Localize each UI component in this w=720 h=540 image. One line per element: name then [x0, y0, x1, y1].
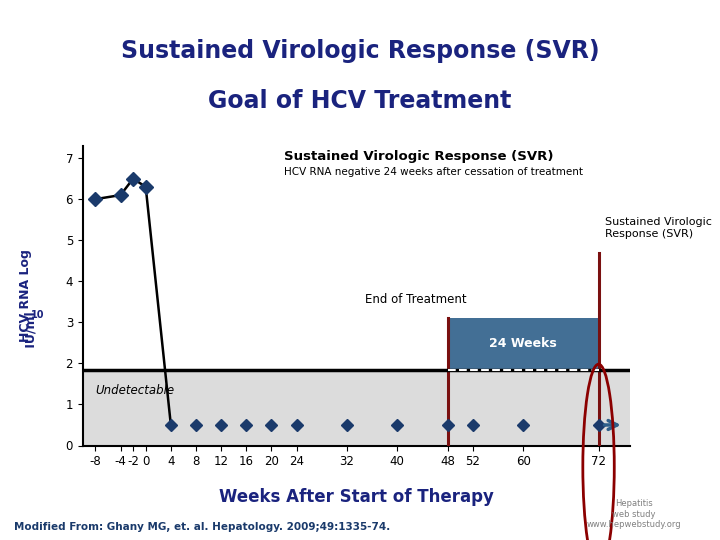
Text: End of Treatment: End of Treatment: [365, 293, 467, 306]
Text: Modified From: Ghany MG, et. al. Hepatology. 2009;49:1335-74.: Modified From: Ghany MG, et. al. Hepatol…: [14, 522, 391, 532]
Text: Goal of HCV Treatment: Goal of HCV Treatment: [208, 89, 512, 112]
Text: Sustained Virologic Response (SVR): Sustained Virologic Response (SVR): [121, 39, 599, 63]
Text: Sustained Virologic
Response (SVR): Sustained Virologic Response (SVR): [605, 217, 711, 239]
Text: 24 Weeks: 24 Weeks: [489, 338, 557, 350]
Text: HCV RNA negative 24 weeks after cessation of treatment: HCV RNA negative 24 weeks after cessatio…: [284, 167, 583, 178]
Text: Hepatitis
web study
www.hepwebstudy.org: Hepatitis web study www.hepwebstudy.org: [586, 500, 681, 529]
Text: Undetectable: Undetectable: [95, 383, 174, 396]
Text: 10: 10: [31, 310, 45, 320]
Text: IU/ml: IU/ml: [24, 311, 37, 352]
Text: HCV RNA Log: HCV RNA Log: [19, 249, 32, 342]
Text: Sustained Virologic Response (SVR): Sustained Virologic Response (SVR): [284, 150, 554, 163]
Bar: [83, 369, 630, 445]
Bar: [448, 318, 598, 369]
X-axis label: Weeks After Start of Therapy: Weeks After Start of Therapy: [219, 488, 494, 505]
